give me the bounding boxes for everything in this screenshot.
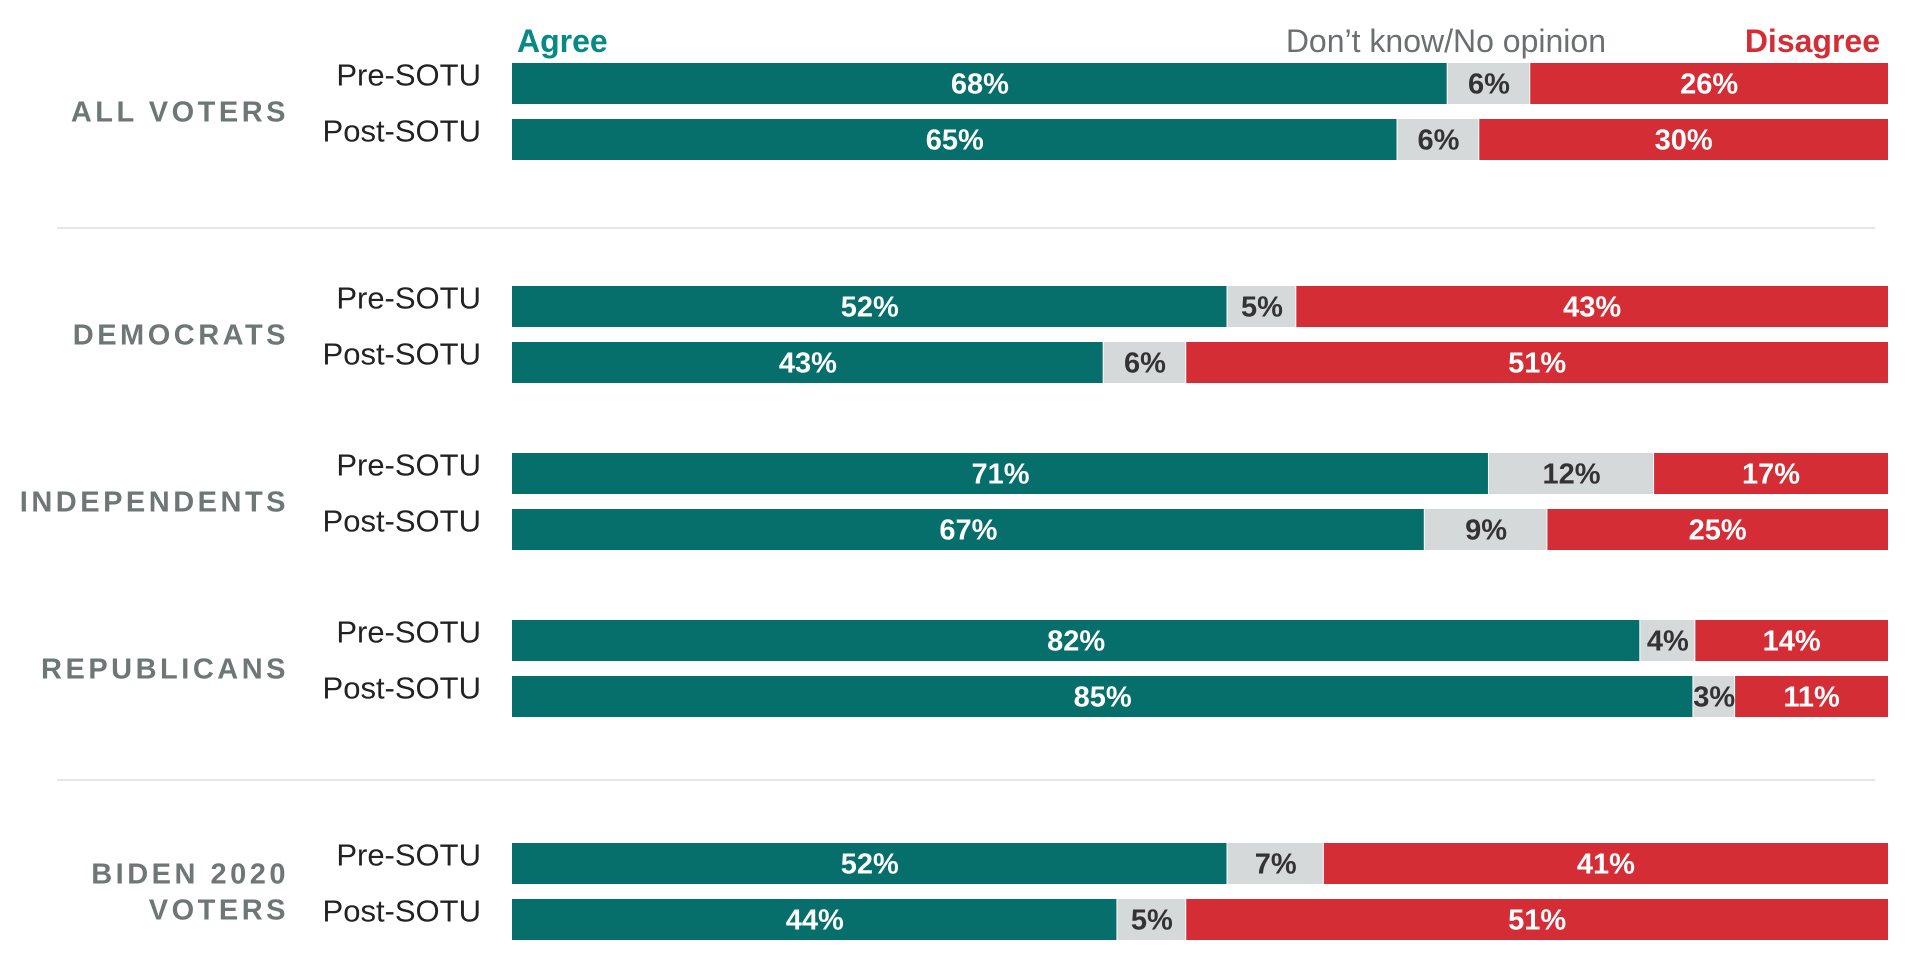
value-label-disagree: 51% <box>1508 348 1566 380</box>
bar-agree <box>512 119 1398 160</box>
bar-dont-know <box>1693 676 1736 717</box>
group-label: VOTERS <box>149 895 289 927</box>
value-label-disagree: 26% <box>1680 69 1738 101</box>
bar-agree <box>512 453 1489 494</box>
value-label-dont-know: 5% <box>1131 905 1173 937</box>
bar-disagree <box>1296 286 1888 327</box>
bar-agree <box>512 509 1425 550</box>
bar-dont-know <box>1117 899 1187 940</box>
value-label-agree: 68% <box>951 69 1009 101</box>
value-label-dont-know: 6% <box>1124 348 1166 380</box>
value-label-agree: 52% <box>841 292 899 324</box>
bar-agree <box>512 620 1641 661</box>
value-label-agree: 67% <box>939 515 997 547</box>
bar-disagree <box>1547 509 1888 550</box>
value-label-dont-know: 4% <box>1647 626 1689 658</box>
row-label: Post-SOTU <box>323 114 481 149</box>
row-label: Pre-SOTU <box>336 58 481 93</box>
bar-dont-know <box>1227 843 1324 884</box>
bar-disagree <box>1186 899 1888 940</box>
value-label-disagree: 17% <box>1742 459 1800 491</box>
bar-disagree <box>1479 119 1888 160</box>
bar-disagree <box>1735 676 1888 717</box>
group-label: INDEPENDENTS <box>20 487 289 519</box>
bar-disagree <box>1530 63 1888 104</box>
value-label-agree: 44% <box>786 905 844 937</box>
value-label-disagree: 41% <box>1577 849 1635 881</box>
value-label-dont-know: 12% <box>1542 459 1600 491</box>
bar-agree <box>512 899 1118 940</box>
value-label-disagree: 11% <box>1783 682 1840 714</box>
value-label-agree: 65% <box>926 125 984 157</box>
value-label-dont-know: 3% <box>1693 682 1735 714</box>
bar-dont-know <box>1397 119 1480 160</box>
row-label: Pre-SOTU <box>336 448 481 483</box>
row-label: Post-SOTU <box>323 894 481 929</box>
bar-agree <box>512 342 1104 383</box>
bar-agree <box>512 843 1228 884</box>
value-label-dont-know: 7% <box>1255 849 1297 881</box>
value-label-dont-know: 9% <box>1465 515 1507 547</box>
value-label-dont-know: 5% <box>1241 292 1283 324</box>
bar-agree <box>512 676 1694 717</box>
bar-dont-know <box>1488 453 1655 494</box>
value-label-disagree: 30% <box>1655 125 1713 157</box>
legend-agree: Agree <box>517 23 608 59</box>
row-label: Post-SOTU <box>323 504 481 539</box>
value-label-dont-know: 6% <box>1417 125 1459 157</box>
legend-disagree: Disagree <box>1745 23 1880 59</box>
value-label-disagree: 43% <box>1563 292 1621 324</box>
bar-agree <box>512 286 1228 327</box>
bar-disagree <box>1654 453 1888 494</box>
bar-disagree <box>1695 620 1888 661</box>
group-label: REPUBLICANS <box>41 654 289 686</box>
value-label-agree: 85% <box>1074 682 1132 714</box>
bar-dont-know <box>1103 342 1187 383</box>
value-label-agree: 71% <box>971 459 1029 491</box>
bar-agree <box>512 63 1448 104</box>
value-label-disagree: 25% <box>1689 515 1747 547</box>
group-label: DEMOCRATS <box>73 320 289 352</box>
value-label-agree: 52% <box>841 849 899 881</box>
row-label: Pre-SOTU <box>336 838 481 873</box>
bar-dont-know <box>1640 620 1696 661</box>
bar-dont-know <box>1447 63 1531 104</box>
bar-disagree <box>1323 843 1888 884</box>
value-label-disagree: 14% <box>1763 626 1821 658</box>
bar-disagree <box>1186 342 1888 383</box>
bar-dont-know <box>1424 509 1548 550</box>
row-label: Post-SOTU <box>323 337 481 372</box>
row-label: Post-SOTU <box>323 671 481 706</box>
group-label: ALL VOTERS <box>71 97 289 129</box>
group-label: BIDEN 2020 <box>91 859 289 891</box>
legend-dont-know: Don’t know/No opinion <box>1286 23 1606 59</box>
value-label-agree: 82% <box>1047 626 1105 658</box>
row-label: Pre-SOTU <box>336 281 481 316</box>
bar-dont-know <box>1227 286 1297 327</box>
value-label-disagree: 51% <box>1508 905 1566 937</box>
row-label: Pre-SOTU <box>336 615 481 650</box>
value-label-dont-know: 6% <box>1468 69 1510 101</box>
value-label-agree: 43% <box>779 348 837 380</box>
